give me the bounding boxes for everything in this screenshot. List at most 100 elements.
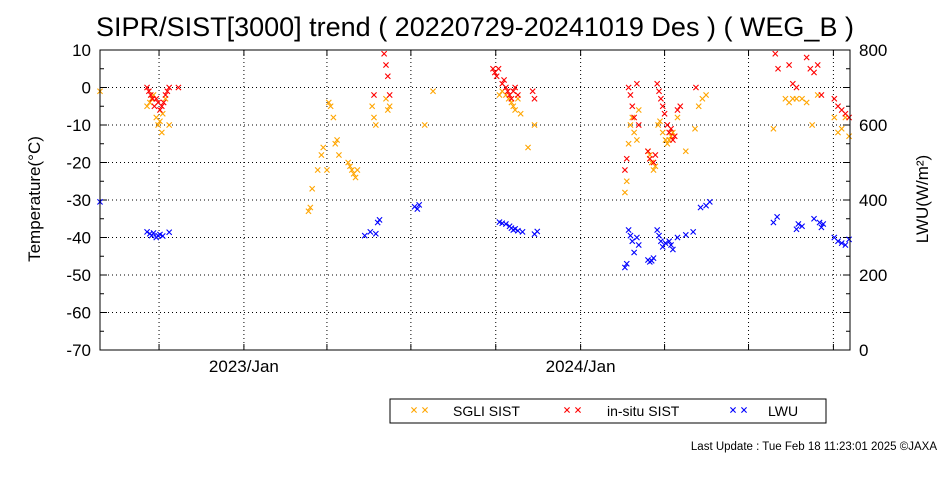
sgli-sist-point bbox=[158, 129, 165, 136]
insitu-sist-point bbox=[164, 88, 171, 95]
marker-stroke bbox=[631, 114, 638, 121]
legend-label-sgli: SGLI SIST bbox=[453, 403, 520, 419]
marker-stroke bbox=[144, 228, 151, 235]
insitu-sist-point bbox=[160, 99, 167, 106]
marker-stroke bbox=[741, 407, 747, 413]
marker-stroke bbox=[629, 114, 636, 121]
marker-stroke bbox=[155, 99, 162, 106]
legend-box bbox=[389, 398, 827, 424]
marker-stroke bbox=[382, 62, 389, 68]
sgli-sist-point bbox=[144, 103, 151, 110]
legend-marker bbox=[422, 407, 428, 413]
sgli-sist-point bbox=[159, 110, 166, 117]
insitu-sist-point bbox=[772, 50, 779, 57]
lwu-point bbox=[148, 232, 155, 239]
marker-stroke bbox=[655, 122, 662, 128]
marker-stroke bbox=[166, 229, 173, 236]
insitu-sist-point bbox=[775, 65, 782, 72]
sgli-sist-point bbox=[347, 163, 353, 170]
marker-stroke bbox=[490, 65, 496, 72]
marker-stroke bbox=[807, 65, 814, 72]
marker-stroke bbox=[838, 240, 845, 247]
insitu-sist-point bbox=[166, 84, 173, 91]
marker-stroke bbox=[414, 206, 421, 212]
sgli-sist-point bbox=[327, 103, 334, 110]
sgli-sist-point bbox=[318, 152, 325, 158]
marker-stroke bbox=[354, 167, 361, 173]
marker-stroke bbox=[648, 159, 655, 166]
marker-stroke bbox=[510, 103, 517, 110]
lwu-point bbox=[706, 198, 713, 205]
sgli-sist-point bbox=[372, 122, 379, 128]
marker-stroke bbox=[623, 155, 630, 162]
sgli-sist-point bbox=[655, 122, 662, 128]
legend-label-insitu: in-situ SIST bbox=[607, 403, 680, 419]
lwu-point bbox=[795, 221, 802, 227]
marker-stroke bbox=[369, 103, 376, 110]
marker-stroke bbox=[786, 62, 793, 68]
marker-stroke bbox=[158, 103, 165, 110]
insitu-sist-point bbox=[621, 167, 628, 173]
sgli-sist-point bbox=[635, 107, 642, 113]
left-tick-label: -10 bbox=[66, 116, 91, 135]
marker-stroke bbox=[831, 114, 838, 121]
marker-stroke bbox=[307, 204, 314, 211]
marker-stroke bbox=[629, 103, 636, 110]
sgli-sist-point bbox=[146, 99, 153, 106]
marker-stroke bbox=[677, 103, 684, 110]
chart-title: SIPR/SIST[3000] trend ( 20220729-2024101… bbox=[96, 12, 854, 42]
marker-stroke bbox=[633, 137, 640, 143]
marker-stroke bbox=[692, 84, 699, 91]
sgli-sist-point bbox=[510, 103, 517, 110]
marker-stroke bbox=[633, 234, 640, 241]
marker-stroke bbox=[621, 167, 628, 173]
marker-stroke bbox=[674, 234, 681, 241]
marker-stroke bbox=[795, 221, 802, 227]
insitu-sist-point bbox=[531, 95, 538, 102]
sgli-sist-point bbox=[320, 144, 327, 151]
marker-stroke bbox=[525, 144, 532, 151]
lwu-point bbox=[662, 240, 669, 247]
insitu-sist-point bbox=[669, 137, 676, 143]
sgli-sist-point bbox=[156, 118, 163, 125]
sgli-sist-point bbox=[652, 163, 659, 170]
left-tick-label: -20 bbox=[66, 154, 91, 173]
marker-stroke bbox=[668, 242, 675, 248]
marker-stroke bbox=[803, 54, 810, 61]
lwu-point bbox=[372, 230, 379, 237]
sgli-sist-point bbox=[770, 125, 777, 132]
sgli-sist-point bbox=[664, 140, 671, 147]
sgli-sist-point bbox=[352, 174, 359, 181]
marker-stroke bbox=[820, 221, 827, 227]
marker-stroke bbox=[654, 80, 661, 87]
insitu-sist-point bbox=[495, 65, 502, 72]
sgli-sist-point bbox=[334, 137, 341, 143]
marker-stroke bbox=[662, 240, 669, 247]
marker-stroke bbox=[370, 114, 377, 121]
lwu-point bbox=[502, 221, 509, 227]
marker-stroke bbox=[376, 216, 383, 223]
marker-stroke bbox=[347, 163, 353, 170]
marker-stroke bbox=[664, 122, 671, 128]
sgli-sist-point bbox=[421, 122, 428, 128]
sgli-sist-point bbox=[354, 167, 361, 173]
lwu-point bbox=[816, 219, 823, 226]
marker-stroke bbox=[370, 92, 377, 98]
marker-stroke bbox=[325, 99, 332, 106]
lwu-point bbox=[633, 234, 640, 241]
marker-stroke bbox=[318, 152, 325, 158]
lwu-point bbox=[512, 225, 519, 232]
marker-stroke bbox=[374, 219, 381, 226]
marker-stroke bbox=[496, 219, 503, 226]
sgli-sist-point bbox=[650, 167, 657, 173]
sgli-sist-point bbox=[332, 140, 339, 147]
marker-stroke bbox=[352, 174, 359, 181]
marker-stroke bbox=[803, 99, 810, 106]
lwu-point bbox=[682, 231, 689, 238]
marker-stroke bbox=[144, 84, 151, 91]
marker-stroke bbox=[809, 122, 816, 128]
left-tick-label: -70 bbox=[66, 341, 91, 360]
marker-stroke bbox=[682, 231, 689, 238]
sgli-sist-point bbox=[703, 92, 710, 98]
right-tick-label: 0 bbox=[859, 341, 868, 360]
